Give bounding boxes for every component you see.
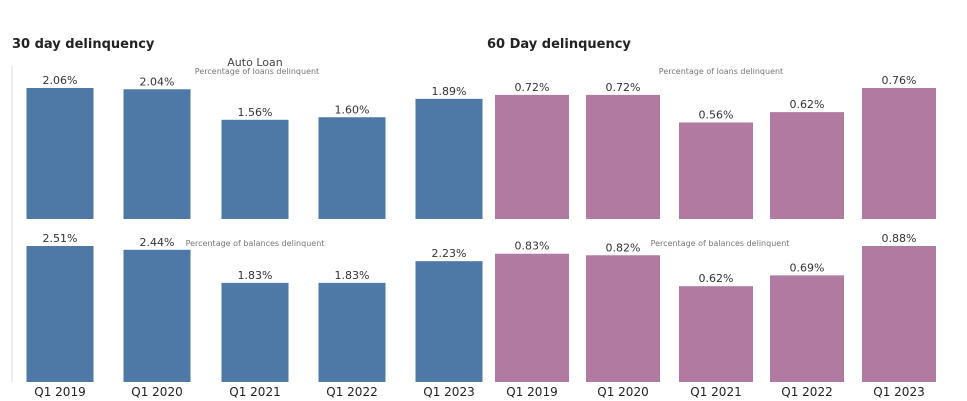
category-tick-label: Q1 2020 <box>131 385 182 399</box>
bar[interactable] <box>415 98 483 219</box>
bar[interactable] <box>770 275 844 382</box>
bar[interactable] <box>679 122 753 219</box>
bar[interactable] <box>221 119 289 219</box>
category-tick-label: Q1 2021 <box>690 385 741 399</box>
category-tick-label: Q1 2021 <box>229 385 280 399</box>
category-tick-label: Q1 2023 <box>873 385 924 399</box>
bar[interactable] <box>586 255 660 382</box>
bar-value-label: 2.23% <box>432 247 467 260</box>
bar-value-label: 0.76% <box>882 74 917 87</box>
bar-value-label: 2.51% <box>43 232 78 245</box>
category-tick-label: Q1 2023 <box>423 385 474 399</box>
bar[interactable] <box>123 249 191 382</box>
category-tick-label: Q1 2020 <box>597 385 648 399</box>
bar[interactable] <box>221 282 289 382</box>
row-subtitle: Percentage of loans delinquent <box>195 67 319 76</box>
row-subtitle: Percentage of loans delinquent <box>659 67 783 76</box>
bar[interactable] <box>770 112 844 219</box>
bar-value-label: 0.56% <box>699 108 734 121</box>
bar-value-label: 0.72% <box>515 81 550 94</box>
panel-title-30-day: 30 day delinquency <box>12 37 155 52</box>
row-subtitle: Percentage of balances delinquent <box>186 239 325 248</box>
category-tick-label: Q1 2022 <box>781 385 832 399</box>
bar[interactable] <box>123 89 191 219</box>
bar[interactable] <box>862 88 936 219</box>
bar-value-label: 1.83% <box>335 269 370 282</box>
bar[interactable] <box>26 246 94 382</box>
bar-value-label: 1.89% <box>432 85 467 98</box>
bar-value-label: 0.62% <box>790 98 825 111</box>
category-tick-label: Q1 2019 <box>506 385 557 399</box>
bar-value-label: 0.88% <box>882 232 917 245</box>
panel-title-60-day: 60 Day delinquency <box>487 37 631 52</box>
bar-value-label: 0.72% <box>606 81 641 94</box>
bar[interactable] <box>586 94 660 219</box>
bar-value-label: 1.83% <box>238 269 273 282</box>
bar[interactable] <box>495 253 569 382</box>
chart-marks: Percentage of loans delinquent 2.06% 2.04%… <box>26 67 936 399</box>
bar[interactable] <box>318 117 386 219</box>
category-tick-label: Q1 2022 <box>326 385 377 399</box>
bar-value-label: 0.62% <box>699 272 734 285</box>
bar[interactable] <box>415 261 483 382</box>
bar-value-label: 0.69% <box>790 261 825 274</box>
bar[interactable] <box>862 246 936 382</box>
bar[interactable] <box>318 282 386 382</box>
bar-value-label: 2.04% <box>140 75 175 88</box>
bar-value-label: 0.82% <box>606 241 641 254</box>
bar-value-label: 2.44% <box>140 236 175 249</box>
bar[interactable] <box>26 88 94 219</box>
bar-value-label: 2.06% <box>43 74 78 87</box>
bar-value-label: 0.83% <box>515 240 550 253</box>
center-title: Auto Loan <box>227 56 282 69</box>
row-subtitle: Percentage of balances delinquent <box>651 239 790 248</box>
bar[interactable] <box>495 94 569 219</box>
bar-value-label: 1.60% <box>335 103 370 116</box>
category-tick-label: Q1 2019 <box>34 385 85 399</box>
bar-value-label: 1.56% <box>238 106 273 119</box>
bar[interactable] <box>679 286 753 382</box>
